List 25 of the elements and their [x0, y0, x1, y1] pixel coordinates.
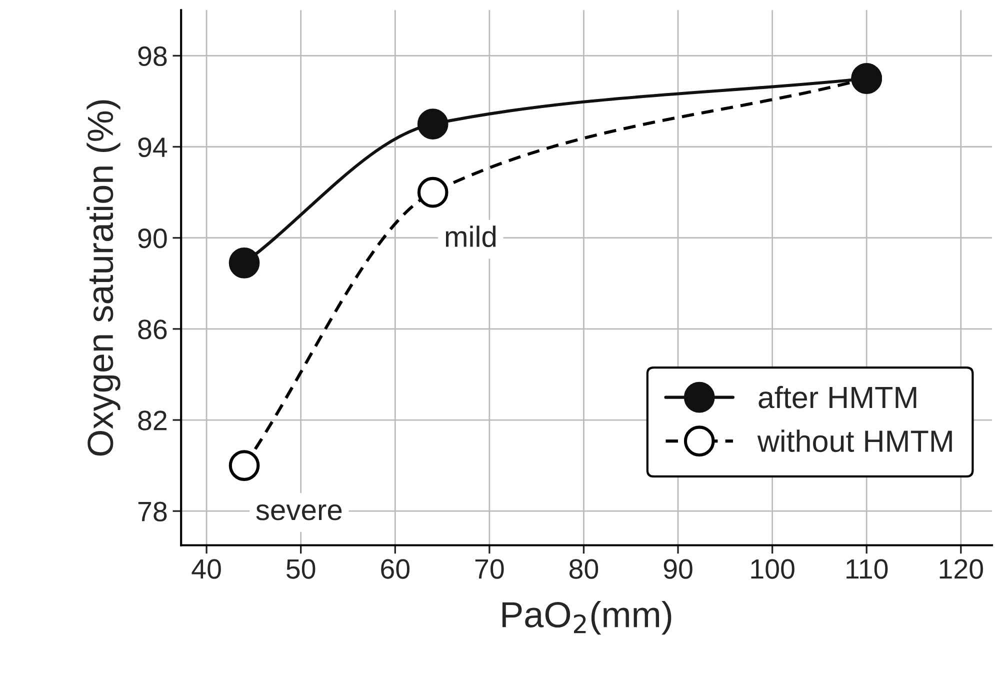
x-tick-label: 50: [286, 559, 316, 579]
y-tick-label: 82: [138, 410, 167, 430]
legend-label: without HMTM: [757, 430, 952, 452]
x-tick-label: 70: [475, 559, 504, 579]
point: [228, 247, 260, 278]
y-tick-label: 86: [138, 320, 167, 340]
x-tick-label: 100: [751, 559, 794, 579]
y-tick-label: 94: [138, 137, 168, 158]
y-tick-label: 98: [138, 46, 167, 66]
y-axis-title: Oxygen saturation (%): [86, 100, 120, 456]
x-tick-label: 120: [940, 559, 983, 579]
annotation: severe: [256, 504, 342, 520]
x-tick-label: 40: [192, 559, 221, 579]
y-tick-label: 90: [138, 228, 167, 248]
x-tick-label: 80: [569, 559, 598, 579]
point: [417, 108, 448, 140]
annotation: mild: [446, 226, 496, 248]
x-tick-label: 90: [664, 559, 692, 579]
legend-label: after HMTM: [758, 386, 916, 408]
point: [417, 176, 448, 208]
x-axis-title: PaO$_{2}$(mm): [502, 600, 672, 635]
x-tick-label: 60: [381, 559, 410, 579]
point: [228, 450, 260, 481]
x-tick-label: 110: [846, 559, 888, 579]
y-tick-label: 78: [138, 502, 167, 522]
